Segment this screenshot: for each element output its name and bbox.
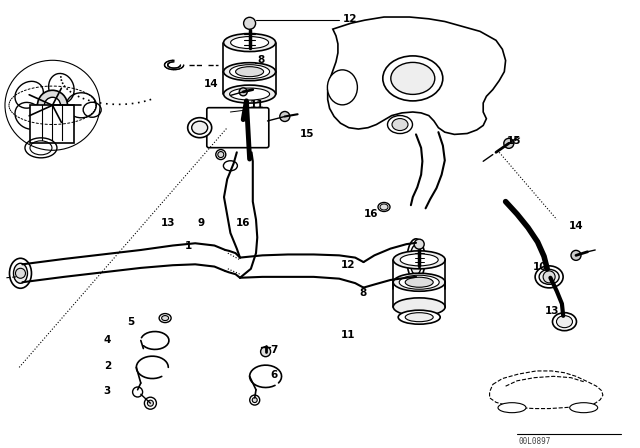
- Text: 16: 16: [236, 218, 250, 228]
- Ellipse shape: [218, 151, 224, 158]
- Ellipse shape: [162, 315, 168, 321]
- Text: 00L0897: 00L0897: [518, 437, 551, 446]
- Ellipse shape: [393, 251, 445, 269]
- Ellipse shape: [398, 310, 440, 324]
- Circle shape: [414, 239, 424, 249]
- Ellipse shape: [328, 70, 357, 105]
- Ellipse shape: [498, 403, 526, 413]
- Circle shape: [260, 347, 271, 357]
- Polygon shape: [328, 17, 506, 134]
- Text: 3: 3: [104, 386, 111, 396]
- Ellipse shape: [230, 88, 269, 100]
- Ellipse shape: [223, 161, 237, 171]
- Circle shape: [571, 250, 581, 260]
- Text: 16: 16: [364, 209, 378, 219]
- Ellipse shape: [216, 150, 226, 159]
- Text: 9: 9: [197, 218, 204, 228]
- Ellipse shape: [539, 269, 559, 284]
- FancyBboxPatch shape: [207, 108, 269, 148]
- Text: 7: 7: [270, 345, 278, 355]
- Ellipse shape: [378, 202, 390, 211]
- Text: 15: 15: [300, 129, 314, 138]
- Ellipse shape: [393, 298, 445, 316]
- Circle shape: [147, 400, 154, 406]
- Ellipse shape: [230, 65, 269, 79]
- Ellipse shape: [405, 313, 433, 322]
- Ellipse shape: [223, 63, 276, 81]
- Circle shape: [244, 17, 255, 29]
- Ellipse shape: [557, 316, 573, 327]
- Circle shape: [250, 395, 260, 405]
- Circle shape: [280, 112, 290, 121]
- Circle shape: [543, 271, 555, 283]
- Ellipse shape: [223, 85, 276, 103]
- Circle shape: [145, 397, 156, 409]
- Text: 14: 14: [568, 221, 583, 231]
- Text: 13: 13: [161, 218, 176, 228]
- Ellipse shape: [410, 245, 422, 275]
- Ellipse shape: [10, 258, 31, 288]
- Ellipse shape: [535, 266, 563, 288]
- Text: 8: 8: [257, 56, 264, 65]
- Text: 6: 6: [270, 370, 277, 380]
- Ellipse shape: [230, 37, 269, 48]
- Ellipse shape: [13, 263, 28, 283]
- Text: 2: 2: [104, 362, 111, 371]
- Circle shape: [15, 268, 26, 278]
- Text: 12: 12: [340, 260, 355, 270]
- Ellipse shape: [159, 314, 171, 323]
- Ellipse shape: [387, 116, 413, 134]
- Text: 13: 13: [545, 306, 560, 316]
- Text: 1: 1: [184, 241, 191, 251]
- Text: 12: 12: [342, 14, 357, 24]
- Ellipse shape: [380, 204, 388, 210]
- Text: 15: 15: [507, 136, 522, 146]
- Ellipse shape: [223, 34, 276, 52]
- Text: 5: 5: [127, 317, 134, 327]
- Ellipse shape: [570, 403, 598, 413]
- Text: 8: 8: [360, 289, 367, 298]
- Ellipse shape: [399, 275, 439, 289]
- Text: 4: 4: [104, 335, 111, 345]
- Text: 10: 10: [532, 262, 547, 271]
- Ellipse shape: [392, 119, 408, 130]
- Ellipse shape: [192, 121, 207, 134]
- Circle shape: [239, 88, 247, 96]
- Ellipse shape: [400, 254, 438, 266]
- Ellipse shape: [236, 67, 264, 77]
- Ellipse shape: [405, 277, 433, 287]
- Text: 14: 14: [204, 79, 218, 89]
- Circle shape: [38, 90, 67, 120]
- Ellipse shape: [391, 62, 435, 95]
- Circle shape: [132, 387, 143, 397]
- Ellipse shape: [393, 273, 445, 291]
- Text: 11: 11: [340, 330, 355, 340]
- Ellipse shape: [383, 56, 443, 101]
- Circle shape: [504, 138, 514, 148]
- Circle shape: [252, 397, 257, 403]
- Ellipse shape: [407, 239, 425, 281]
- Ellipse shape: [552, 313, 577, 331]
- Ellipse shape: [188, 118, 212, 138]
- FancyBboxPatch shape: [31, 105, 74, 143]
- Text: 11: 11: [250, 100, 264, 110]
- Circle shape: [45, 97, 61, 113]
- Polygon shape: [490, 371, 603, 409]
